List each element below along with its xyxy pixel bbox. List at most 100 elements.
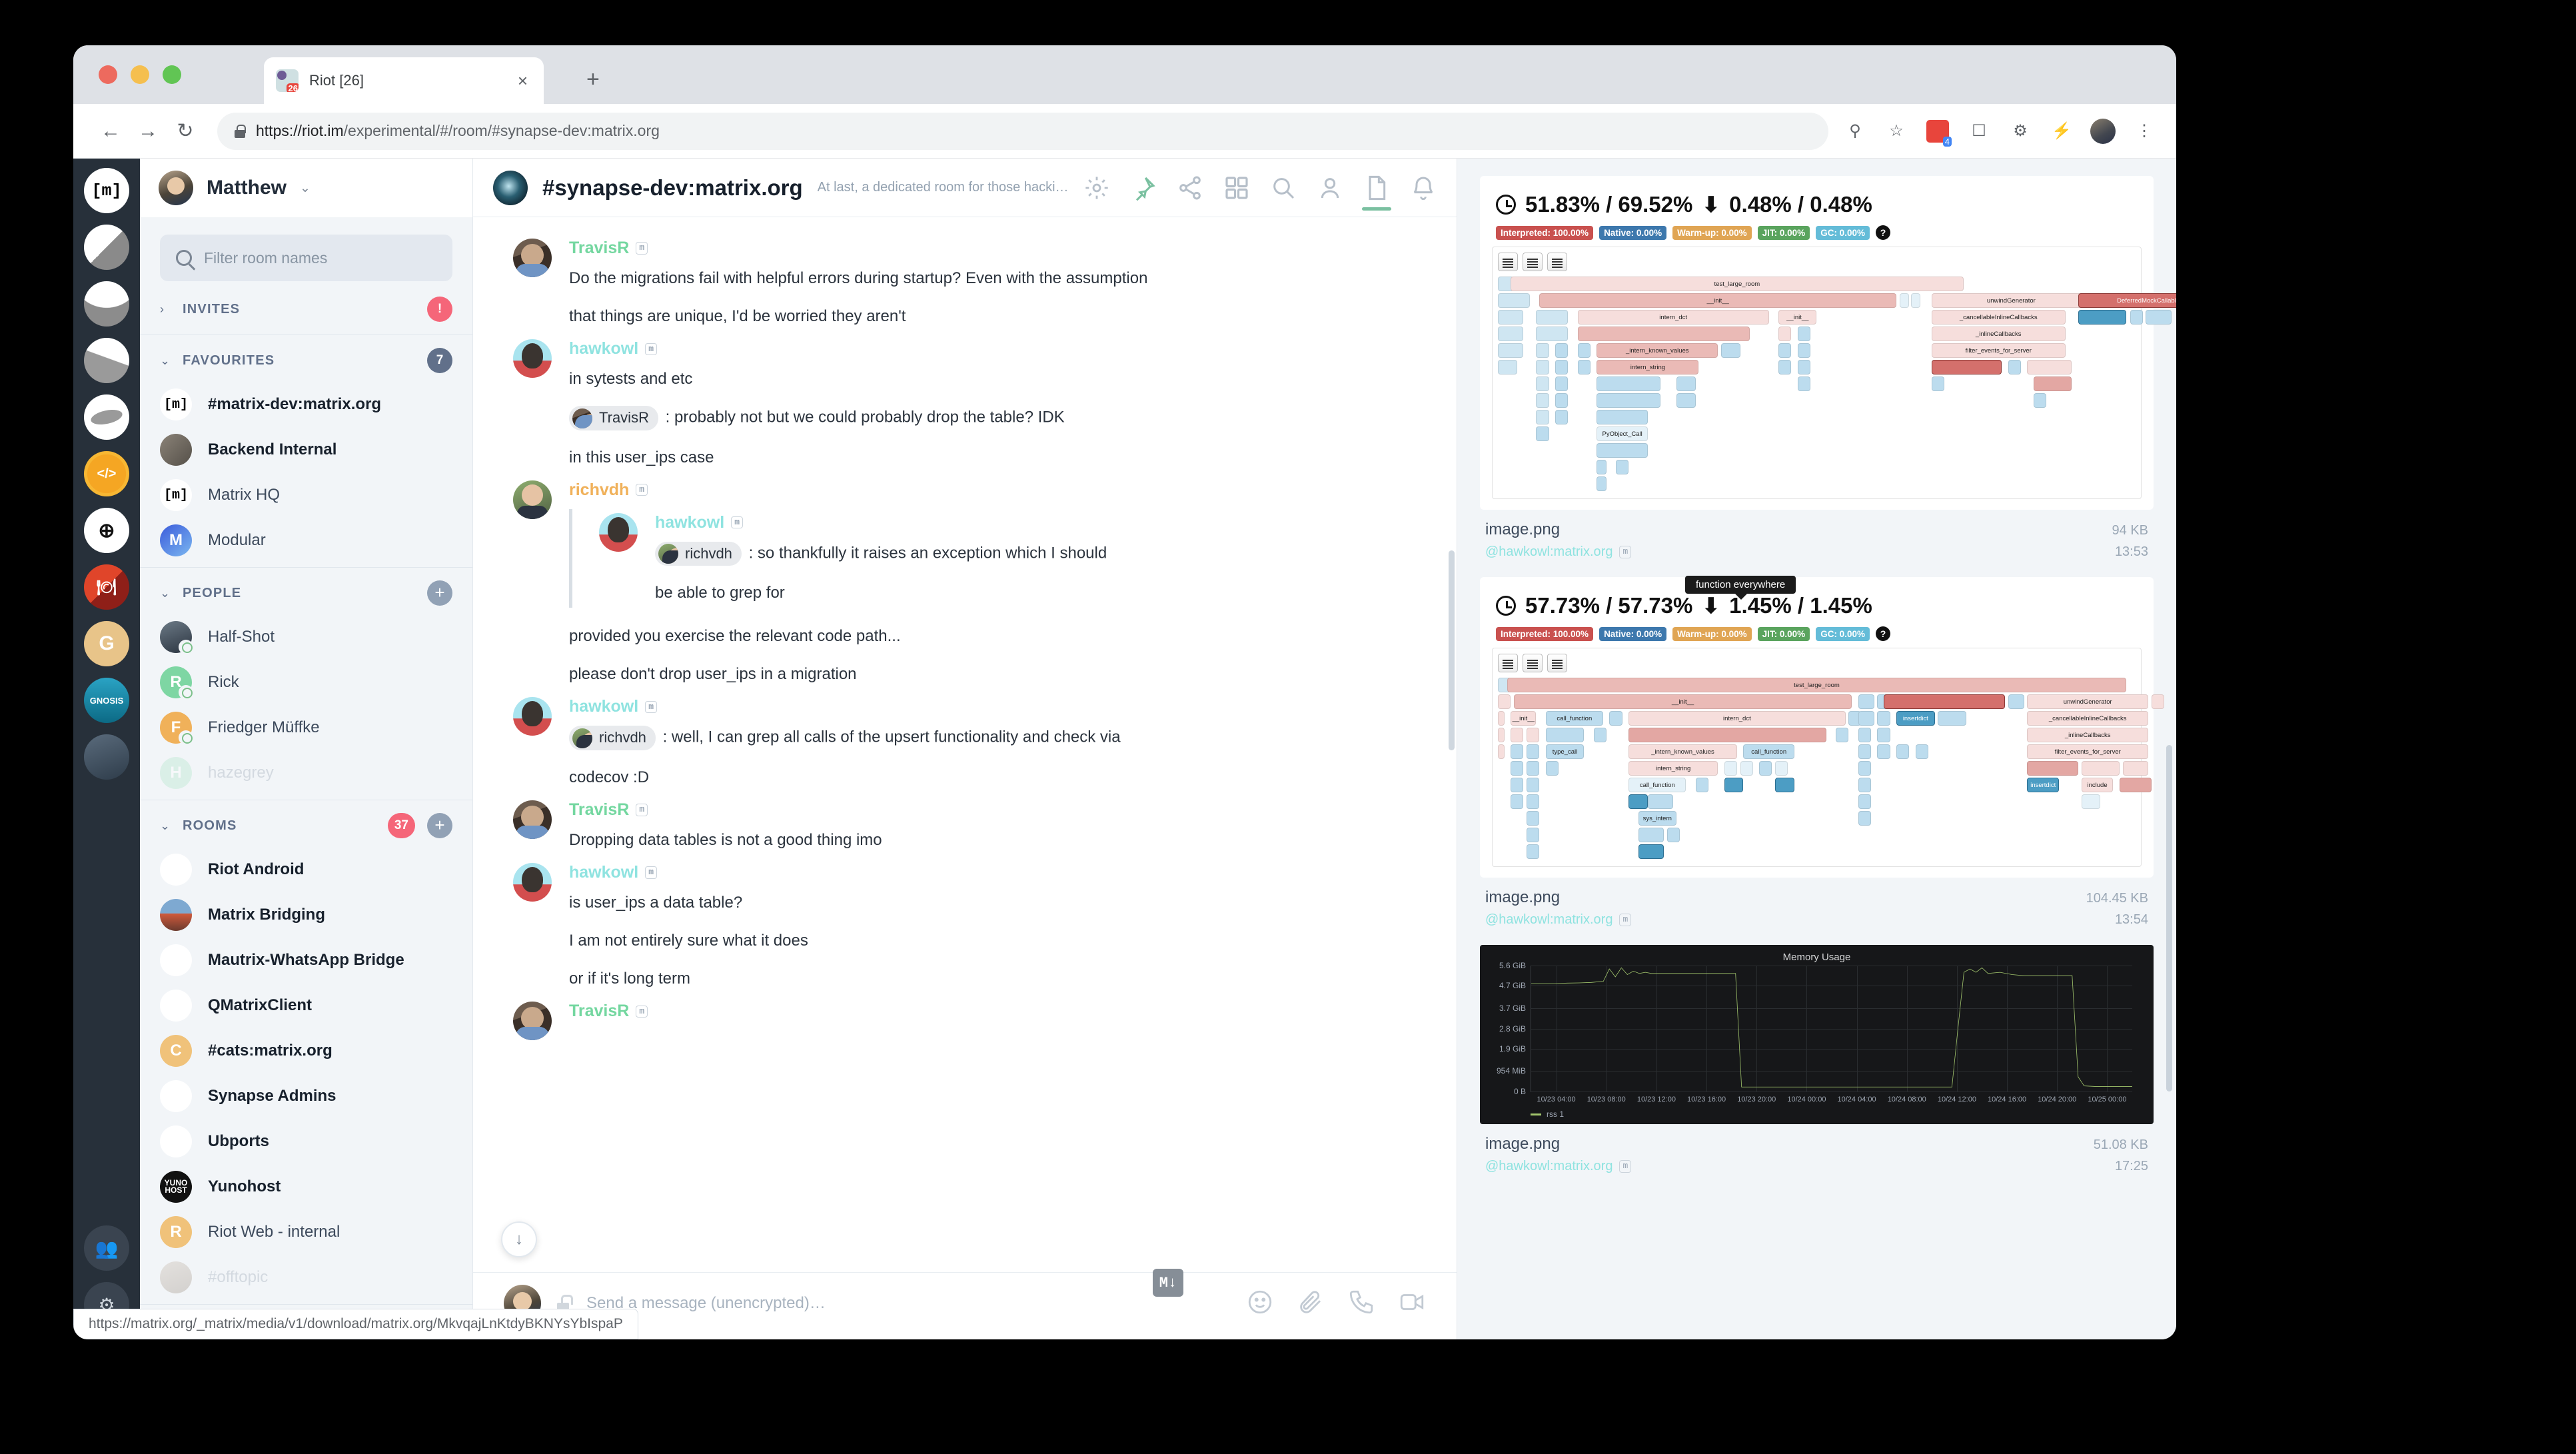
room-avatar[interactable] — [493, 170, 528, 205]
room-topic[interactable]: At last, a dedicated room for those hack… — [818, 180, 1069, 195]
browser-tab[interactable]: 26 Riot [26] × — [264, 57, 544, 104]
new-tab-button[interactable]: + — [586, 67, 600, 92]
flamegraph-frame[interactable] — [1555, 376, 1569, 391]
flamegraph-frame[interactable] — [1858, 778, 1871, 792]
flamegraph-frame[interactable] — [1877, 711, 1890, 726]
flamegraph-frame[interactable]: call_function — [1743, 744, 1794, 759]
add-button[interactable]: + — [427, 813, 452, 838]
minimize-window-button[interactable] — [131, 65, 149, 84]
flamegraph-frame[interactable] — [1883, 694, 2005, 709]
file-name[interactable]: image.png — [1485, 520, 1561, 538]
composer-input[interactable]: Send a message (unencrypted)… — [586, 1294, 826, 1312]
chevron-icon[interactable]: ⌄ — [160, 586, 171, 600]
flamegraph-frame[interactable] — [2033, 376, 2072, 391]
room-list-item[interactable]: Riot Android — [160, 847, 452, 892]
flamegraph-frame[interactable] — [1577, 327, 1750, 341]
address-bar[interactable]: https://riot.im/experimental/#/room/#syn… — [217, 112, 1828, 150]
flamegraph-frame[interactable] — [1858, 744, 1871, 759]
flamegraph-frame[interactable] — [1858, 794, 1871, 809]
room-list-item[interactable]: F Friedger Müffke — [160, 705, 452, 750]
flamegraph-frame[interactable] — [1536, 410, 1549, 424]
flamegraph-frame[interactable]: __init__ — [1539, 293, 1897, 308]
message-timeline[interactable]: TravisR m Do the migrations fail with help… — [473, 217, 1457, 1272]
user-menu[interactable]: Matthew ⌄ — [140, 159, 472, 217]
flamegraph-frame[interactable] — [1858, 694, 1874, 709]
flamegraph-frame[interactable] — [1577, 343, 1591, 358]
flamegraph-frame[interactable] — [1676, 393, 1696, 408]
flamegraph-frame[interactable] — [1498, 327, 1524, 341]
flamegraph-canvas[interactable]: test_large_room __init__ unwindGenerator De… — [1492, 247, 2176, 499]
flamegraph-frame[interactable] — [1536, 426, 1549, 441]
flamegraph-frame[interactable] — [1638, 828, 1664, 842]
flamegraph-frame[interactable] — [1555, 343, 1569, 358]
flamegraph-frame[interactable] — [1527, 778, 1540, 792]
flamegraph-frame[interactable] — [1931, 360, 2002, 374]
flamegraph-frame[interactable] — [1695, 778, 1708, 792]
flamegraph-frame[interactable] — [1938, 711, 1967, 726]
flamegraph-frame[interactable] — [1931, 376, 1944, 391]
room-list-item[interactable]: QMatrixClient — [160, 983, 452, 1028]
flamegraph-frame[interactable] — [2130, 310, 2144, 325]
flamegraph-frame[interactable] — [1536, 376, 1549, 391]
share-icon[interactable] — [1177, 175, 1203, 201]
flamegraph-frame[interactable] — [1858, 728, 1871, 742]
flamegraph-frame[interactable]: insertdict — [1896, 711, 1935, 726]
flamegraph-frame[interactable] — [1647, 794, 1674, 809]
group-food[interactable]: 🍽 — [84, 564, 129, 610]
extension-red-icon[interactable] — [1924, 118, 1952, 147]
flamegraph-frame[interactable] — [2122, 761, 2149, 776]
event-sender[interactable]: hawkowl m — [569, 339, 1417, 359]
files-panel[interactable]: 51.83% / 69.52% ⬇ 0.48% / 0.48% Interpreted… — [1457, 159, 2176, 1339]
emoji-icon[interactable] — [1246, 1288, 1274, 1319]
flamegraph-frame[interactable]: intern_string — [1597, 360, 1699, 374]
event-sender[interactable]: hawkowl m — [569, 863, 1417, 882]
flamegraph-frame[interactable] — [1858, 811, 1871, 826]
section-header[interactable]: ⌄ PEOPLE + — [160, 572, 452, 614]
room-list-item[interactable]: Backend Internal — [160, 427, 452, 472]
flamegraph-frame[interactable] — [1498, 711, 1505, 726]
flamegraph-view-3-icon[interactable] — [1547, 253, 1567, 271]
flamegraph-frame[interactable] — [1797, 376, 1810, 391]
back-icon[interactable]: ← — [101, 119, 121, 142]
flamegraph-frame[interactable] — [2081, 761, 2120, 776]
room-list-item[interactable]: M Modular — [160, 518, 452, 563]
event-sender[interactable]: TravisR m — [569, 1002, 1417, 1021]
group-code[interactable]: </> — [84, 451, 129, 496]
flamegraph-frame[interactable] — [1555, 360, 1569, 374]
room-list-item[interactable]: Matrix Bridging — [160, 892, 452, 938]
flamegraph-frame[interactable]: __init__ — [1778, 310, 1817, 325]
flamegraph-frame[interactable] — [1597, 443, 1648, 458]
flamegraph-frame[interactable] — [2027, 360, 2072, 374]
attachment-icon[interactable] — [1297, 1288, 1325, 1319]
flamegraph-frame[interactable] — [1498, 310, 1524, 325]
group-photo[interactable] — [84, 734, 129, 780]
flamegraph-frame[interactable]: __init__ — [1511, 711, 1537, 726]
flamegraph-frame[interactable] — [2008, 694, 2024, 709]
flamegraph-frame[interactable]: sys_intern — [1638, 811, 1676, 826]
user-pill[interactable]: TravisR — [569, 406, 658, 430]
flamegraph-frame[interactable] — [2151, 694, 2165, 709]
flamegraph-frame[interactable] — [1616, 460, 1629, 474]
group-5[interactable] — [84, 394, 129, 440]
extension-camera-icon[interactable]: ☐ — [1972, 122, 1986, 140]
maximize-window-button[interactable] — [163, 65, 181, 84]
help-icon[interactable]: ? — [1875, 626, 1890, 641]
user-pill[interactable]: richvdh — [655, 541, 742, 566]
event-sender[interactable]: TravisR m — [569, 239, 1417, 258]
sender-avatar[interactable] — [513, 697, 552, 736]
flamegraph-frame[interactable] — [1676, 376, 1696, 391]
flamegraph-frame[interactable] — [1899, 293, 1910, 308]
flamegraph-frame[interactable] — [1498, 293, 1530, 308]
uploader-name[interactable]: @hawkowl:matrix.org — [1485, 544, 1613, 559]
file-name[interactable]: image.png — [1485, 1135, 1561, 1153]
uploader-name[interactable]: @hawkowl:matrix.org — [1485, 1159, 1613, 1173]
flamegraph-frame[interactable] — [1797, 343, 1810, 358]
section-header[interactable]: ⌄ ROOMS 37 + — [160, 804, 452, 847]
flamegraph-frame[interactable] — [1511, 728, 1524, 742]
apps-grid-icon[interactable] — [1223, 175, 1250, 201]
group-3[interactable] — [84, 281, 129, 327]
close-tab-icon[interactable]: × — [517, 70, 528, 91]
flamegraph-frame[interactable] — [1536, 310, 1569, 325]
flamegraph-frame[interactable] — [1498, 360, 1517, 374]
